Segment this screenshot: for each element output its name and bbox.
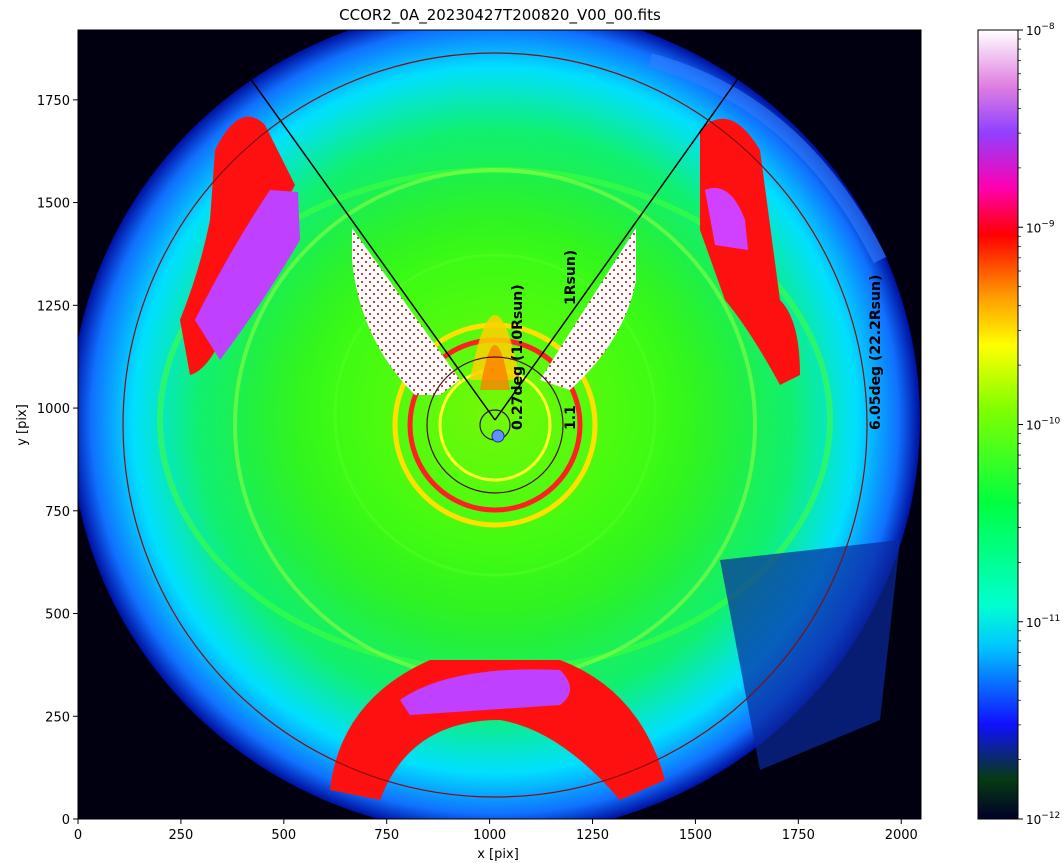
x-tick-label: 1000 [473, 828, 506, 843]
circle-22rsun [122, 52, 868, 798]
circle-mid [426, 356, 564, 494]
x-tick-label: 500 [271, 828, 296, 843]
plot-frame [77, 29, 922, 820]
colorbar-ticks: 10−12 10−11 10−10 10−9 10−8 [1018, 22, 1061, 827]
y-tick-label: 250 [45, 710, 70, 725]
x-tick-label: 1750 [782, 828, 815, 843]
x-axis: 0 250 500 750 1000 1250 1500 1750 2000 [74, 819, 918, 843]
x-tick-label: 250 [168, 828, 193, 843]
x-tick-label: 2000 [885, 828, 918, 843]
y-axis: 0 250 500 750 1000 1250 1500 1750 [37, 94, 78, 828]
y-tick-label: 750 [45, 505, 70, 520]
circle-label-22rsun: 6.05deg (22.2Rsun) [868, 275, 884, 430]
colorbar-tick-label: 10−11 [1026, 614, 1060, 630]
y-tick-label: 1250 [37, 299, 70, 314]
y-tick-label: 500 [45, 608, 70, 623]
x-tick-label: 750 [374, 828, 399, 843]
x-tick-label: 1250 [576, 828, 609, 843]
x-axis-label: x [pix] [477, 847, 519, 862]
x-tick-label: 1500 [679, 828, 712, 843]
colorbar [977, 29, 1019, 820]
circle-label-1rsun: 0.27deg (1.0Rsun) [510, 284, 526, 430]
y-axis-label: y [pix] [15, 404, 30, 446]
circle-label-mid-tail: 1Rsun) [563, 250, 579, 305]
colorbar-tick-label: 10−9 [1026, 219, 1055, 235]
y-tick-label: 0 [62, 813, 70, 828]
x-tick-label: 0 [74, 828, 82, 843]
colorbar-tick-label: 10−12 [1026, 811, 1060, 827]
y-tick-label: 1500 [37, 197, 70, 212]
y-tick-label: 1000 [37, 402, 70, 417]
plot-area: 0.27deg (1.0Rsun) 1.1 1Rsun) 6.05deg (22… [78, 30, 921, 819]
circle-label-mid: 1.1 [563, 405, 579, 430]
coronagraph-image [78, 30, 920, 819]
colorbar-tick-label: 10−8 [1026, 22, 1055, 38]
colorbar-tick-label: 10−10 [1026, 417, 1061, 433]
y-tick-label: 1750 [37, 94, 70, 109]
mask-right [540, 228, 636, 390]
chart-title: CCOR2_0A_20230427T200820_V00_00.fits [339, 6, 661, 25]
